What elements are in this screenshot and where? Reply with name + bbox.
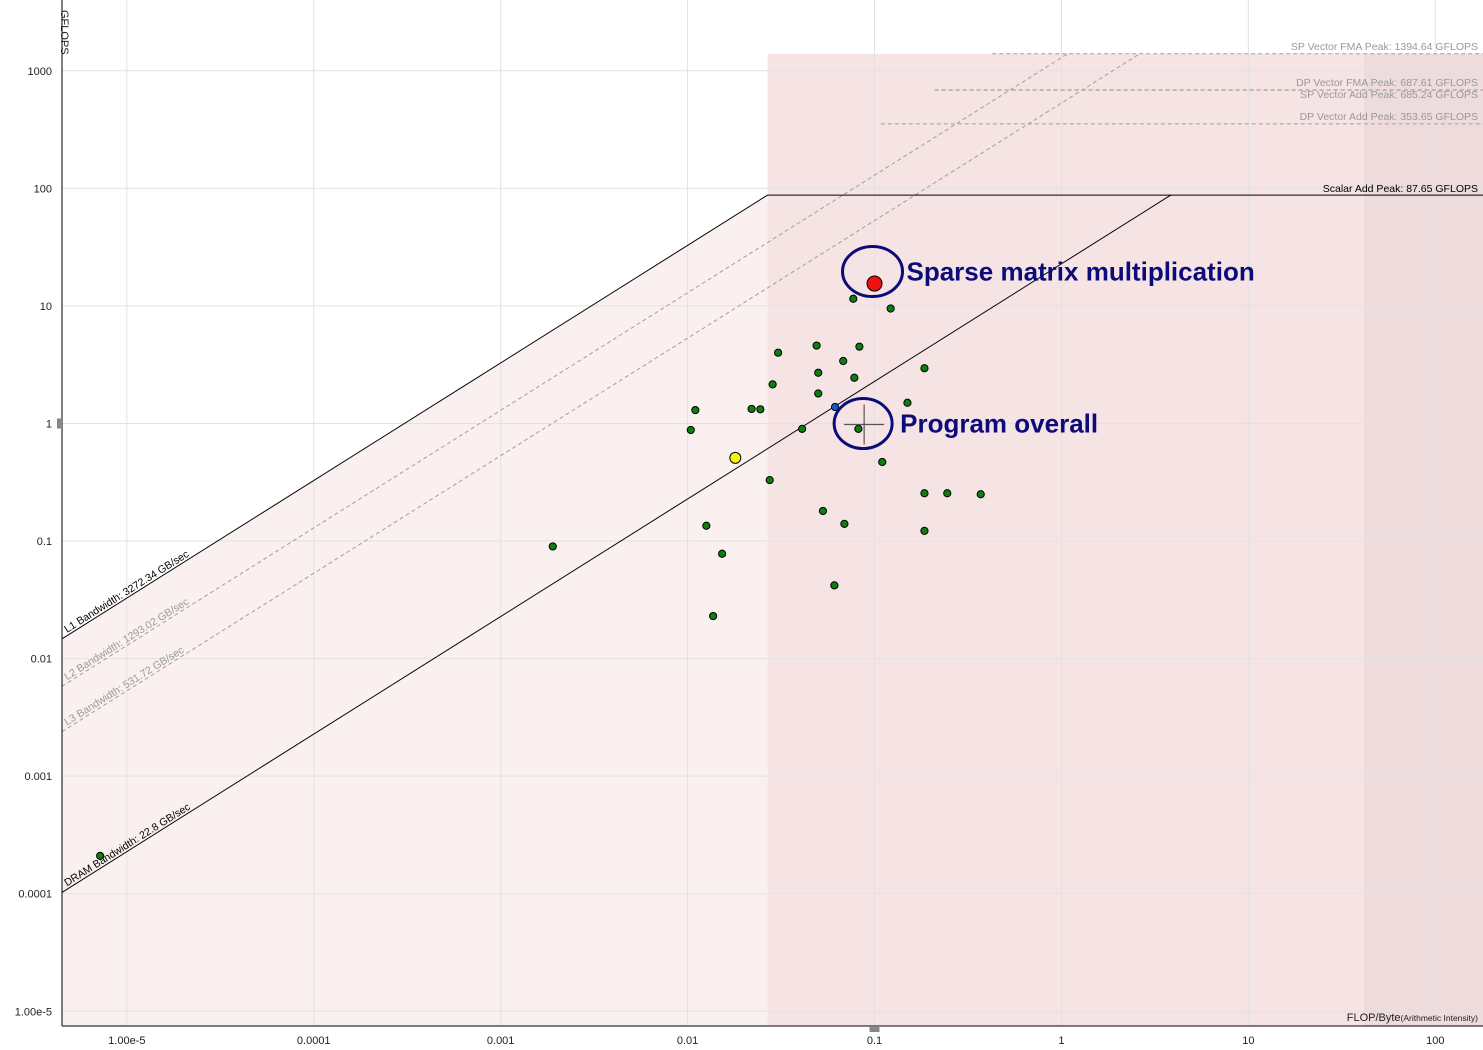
data-point (850, 373, 859, 382)
dark-zone (1364, 53, 1483, 1027)
data-point (798, 424, 807, 433)
data-point (729, 451, 742, 464)
data-point (814, 389, 823, 398)
data-point (886, 304, 895, 313)
data-point (718, 549, 727, 558)
y-tick-label: 0.001 (24, 771, 52, 783)
x-axis-marker (869, 1027, 880, 1032)
bandwidth-roof (61, 194, 1172, 893)
x-tick-label: 0.1 (867, 1035, 882, 1047)
data-point (854, 424, 863, 433)
x-tick-label: 0.0001 (297, 1035, 331, 1047)
data-point (765, 475, 774, 485)
y-tick-label: 1.00e-5 (15, 1006, 52, 1018)
y-tick-label: 0.1 (37, 536, 52, 548)
x-tick-label: 1 (1058, 1035, 1064, 1047)
bandwidth-roof (61, 53, 1140, 733)
data-point (702, 521, 711, 530)
sparse-callout-ring (841, 245, 905, 299)
bandwidth-roof (61, 194, 768, 640)
compute-roof-label: SP Vector FMA Peak: 1394.64 GFLOPS (1291, 41, 1478, 53)
data-point (855, 342, 864, 351)
x-tick-label: 10 (1242, 1035, 1254, 1047)
data-point (709, 611, 718, 621)
compute-bound-zone (767, 53, 1483, 1027)
axes (57, 0, 1483, 1032)
compute-roof-label: Scalar Add Peak: 87.65 GFLOPS (1323, 183, 1478, 195)
data-point (866, 275, 883, 292)
data-points (96, 275, 985, 860)
data-point (756, 405, 765, 414)
y-tick-label: 0.01 (31, 654, 52, 666)
data-point (774, 348, 783, 357)
plot-background (62, 0, 1483, 1027)
data-point (818, 506, 828, 516)
x-tick-label: 0.01 (677, 1035, 698, 1047)
program-callout-ring (832, 397, 894, 451)
compute-roof-label: DP Vector Add Peak: 353.65 GFLOPS (1300, 111, 1478, 123)
data-point (878, 457, 887, 467)
data-point (903, 398, 912, 407)
data-point (840, 519, 849, 528)
y-tick-label: 10 (40, 301, 52, 313)
y-tick-label: 100 (34, 183, 52, 195)
data-point (747, 404, 756, 414)
program-callout-label: Program overall (900, 409, 1098, 439)
data-point (849, 294, 858, 303)
x-tick-label: 1.00e-5 (108, 1035, 145, 1047)
data-point (839, 356, 848, 366)
y-tick-label: 1000 (28, 66, 52, 78)
bandwidth-roof (61, 53, 1068, 687)
grid-lines (62, 0, 1483, 1026)
x-tick-label: 0.001 (487, 1035, 515, 1047)
data-point (548, 542, 557, 551)
y-axis-label: GFLOPS (58, 10, 70, 55)
compute-roof-label: DP Vector FMA Peak: 687.61 GFLOPS (1296, 77, 1478, 89)
y-tick-label: 1 (46, 418, 52, 430)
data-point (812, 341, 821, 350)
data-point (943, 489, 952, 498)
data-point (814, 368, 823, 377)
data-point (768, 380, 777, 389)
data-point (920, 364, 929, 373)
sparse-callout-label: Sparse matrix multiplication (907, 257, 1255, 287)
data-point (830, 581, 839, 590)
data-point (686, 425, 695, 435)
tick-labels: 1.00e-5 0.0001 0.001 0.01 0.1 1 10 100 1.00e-5 0.… (15, 66, 1445, 1047)
annotations: Sparse matrix multiplication Program over… (832, 245, 1255, 451)
y-axis-marker (57, 418, 62, 429)
data-point (691, 405, 700, 415)
x-axis-label: FLOP/Byte(Arithmetic Intensity) (1347, 1012, 1478, 1024)
compute-roof-label: SP Vector Add Peak: 685.24 GFLOPS (1300, 89, 1478, 101)
y-tick-label: 0.0001 (18, 889, 52, 901)
x-tick-label: 100 (1426, 1035, 1444, 1047)
data-point (96, 851, 105, 860)
data-point (920, 489, 929, 498)
data-point (920, 526, 929, 535)
data-point (976, 490, 985, 499)
data-point (830, 402, 840, 412)
